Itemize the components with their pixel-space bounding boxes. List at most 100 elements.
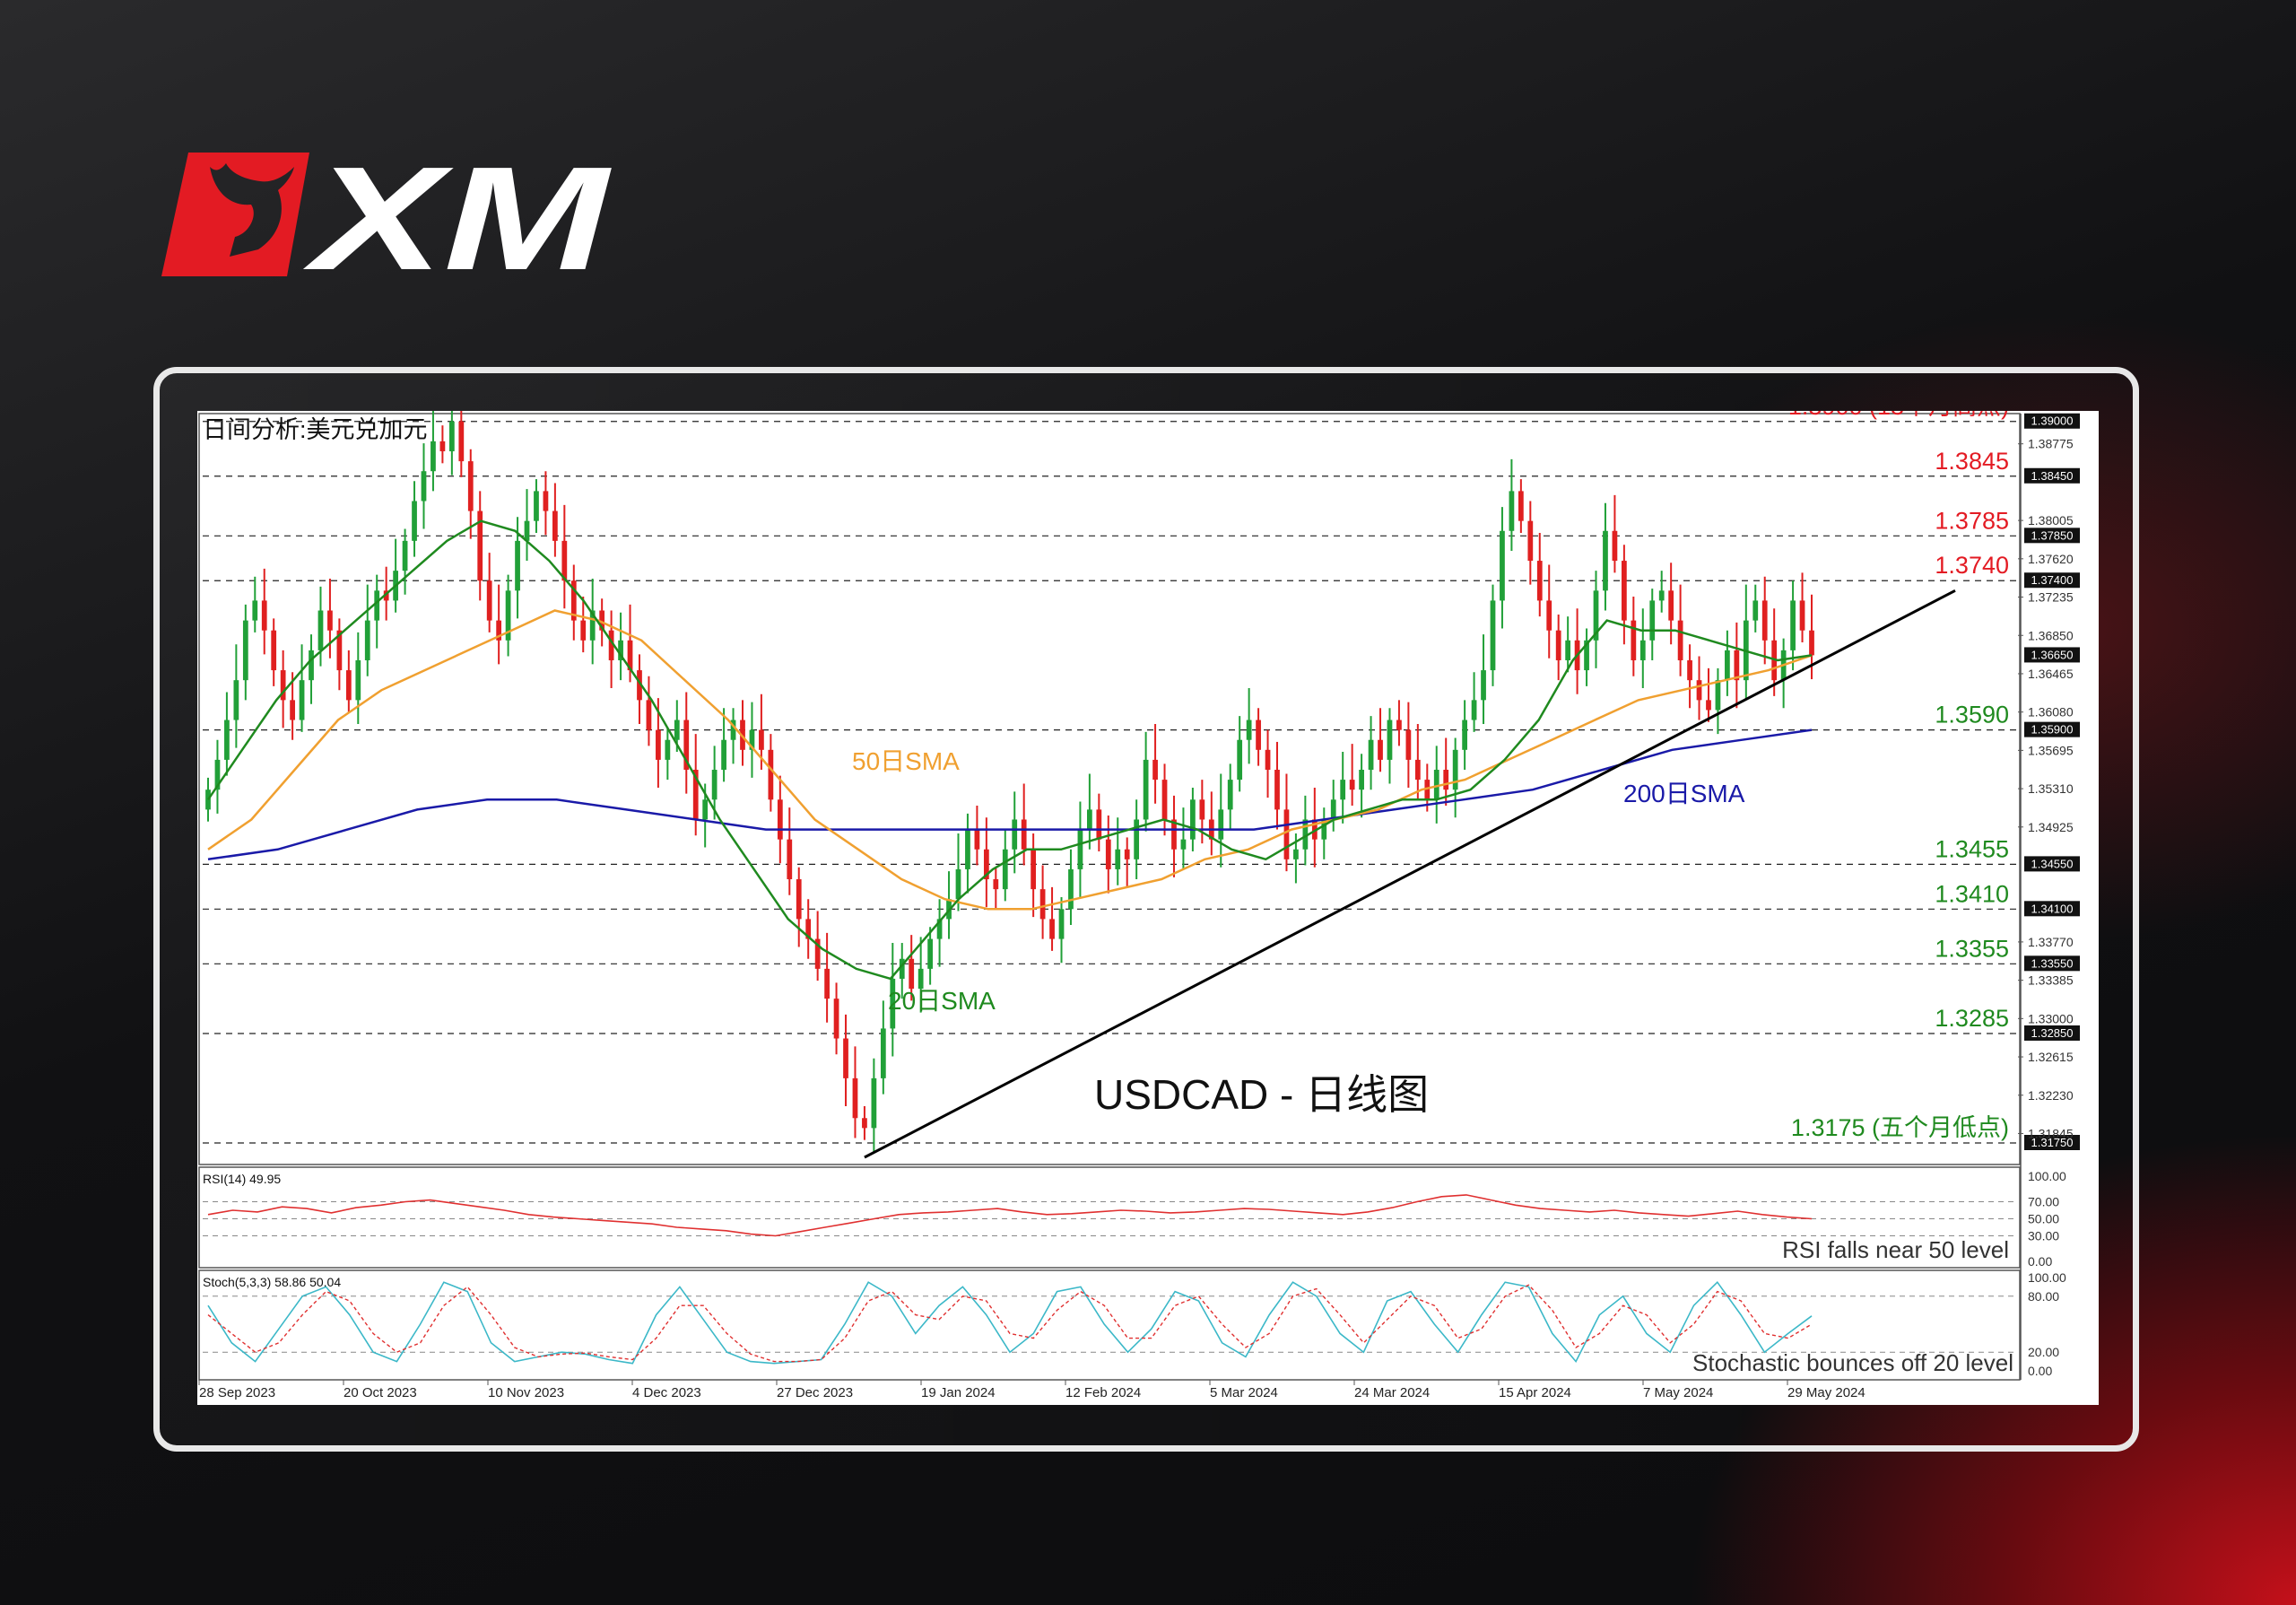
candle-body-110 <box>1237 739 1243 781</box>
candle-body-103 <box>1171 819 1177 850</box>
candle-body-162 <box>1725 650 1730 681</box>
candle-body-155 <box>1658 590 1665 601</box>
trendline <box>864 589 1956 1159</box>
candle-body-21 <box>402 540 408 571</box>
stoch-label: Stoch(5,3,3) 58.86 50.04 <box>203 1275 341 1289</box>
stoch-plot-border <box>198 1269 2021 1381</box>
price-tick-label-9: 1.35310 <box>2028 781 2074 796</box>
price-tick-label-3: 1.37620 <box>2028 552 2074 566</box>
candle-body-119 <box>1321 819 1327 840</box>
candle-body-54 <box>711 770 718 800</box>
candle-body-113 <box>1265 749 1271 771</box>
candle-body-120 <box>1330 799 1336 820</box>
rsi-tick-3: 30.00 <box>2028 1229 2059 1243</box>
candle-body-98 <box>1124 849 1130 859</box>
candle-body-59 <box>759 729 764 750</box>
rsi-plot-border <box>198 1166 2021 1269</box>
candle-body-85 <box>1002 849 1008 890</box>
candle-body-129 <box>1414 759 1421 781</box>
candle-body-133 <box>1452 749 1458 790</box>
candle-body-52 <box>692 770 699 820</box>
candle-body-32 <box>505 590 511 641</box>
candle-body-53 <box>702 799 709 820</box>
candle-body-39 <box>570 580 577 621</box>
candle-body-109 <box>1227 780 1233 810</box>
candle-body-144 <box>1555 630 1561 660</box>
price-tag-9: 1.31750 <box>2031 1136 2074 1149</box>
price-tag-bg-4 <box>2024 721 2080 737</box>
candle-body-31 <box>496 620 502 641</box>
candle-body-69 <box>852 1077 858 1119</box>
candle-body-92 <box>1068 868 1074 910</box>
candle-body-12 <box>317 610 324 650</box>
candle-body-117 <box>1302 819 1309 850</box>
candle-body-87 <box>1021 819 1027 850</box>
level-label-3: 1.3740 <box>1935 552 2009 579</box>
price-tag-bg-9 <box>2024 1135 2080 1150</box>
price-tick-label-6: 1.36465 <box>2028 667 2074 681</box>
x-tick-label-7: 5 Mar 2024 <box>1210 1385 1278 1400</box>
price-tag-bg-6 <box>2024 901 2080 917</box>
candle-body-143 <box>1546 600 1552 631</box>
price-tag-1: 1.38450 <box>2031 469 2074 483</box>
candle-body-140 <box>1518 491 1524 521</box>
candle-body-43 <box>608 630 614 660</box>
candle-body-115 <box>1283 809 1290 859</box>
candle-body-130 <box>1424 780 1431 800</box>
price-tick-label-7: 1.36080 <box>2028 705 2074 720</box>
candle-body-4 <box>242 620 248 681</box>
candle-body-30 <box>486 580 492 621</box>
candle-body-134 <box>1462 720 1467 750</box>
current-price-tag-bg <box>2024 647 2080 663</box>
candle-body-78 <box>936 919 943 939</box>
candle-body-127 <box>1396 720 1402 730</box>
candle-body-88 <box>1031 849 1037 890</box>
candle-body-160 <box>1706 700 1711 711</box>
stoch-k-line <box>207 1280 1813 1365</box>
candle-body-18 <box>374 590 380 621</box>
rsi-tick-0: 100.00 <box>2028 1169 2066 1183</box>
sma20-line <box>206 519 1813 981</box>
candle-body-95 <box>1096 809 1102 840</box>
price-tag-bg-1 <box>2024 467 2080 484</box>
candle-body-128 <box>1405 729 1412 760</box>
sma200-label: 200日SMA <box>1623 780 1745 807</box>
candle-body-135 <box>1471 700 1477 720</box>
candle-body-55 <box>721 739 726 771</box>
candle-body-56 <box>730 720 736 740</box>
candle-body-156 <box>1668 590 1674 621</box>
usdcad-daily-chart: 1.39000 1.38450 1.37850 1.37400 1.35900 1.345… <box>198 411 2080 1400</box>
candle-body-34 <box>524 520 530 541</box>
candle-body-86 <box>1012 819 1018 850</box>
candle-body-44 <box>618 640 623 660</box>
candle-body-80 <box>955 868 961 900</box>
current-price-tag: 1.36650 <box>2031 648 2074 661</box>
candle-body-36 <box>543 491 549 511</box>
candle-body-163 <box>1734 650 1740 681</box>
candle-body-8 <box>280 670 286 701</box>
candle-body-7 <box>271 630 277 671</box>
price-tick-label-1: 1.38775 <box>2028 437 2074 451</box>
rsi-note: RSI falls near 50 level <box>1782 1236 2009 1263</box>
rsi-tick-1: 70.00 <box>2028 1195 2059 1209</box>
candle-body-81 <box>965 829 970 869</box>
price-tick-label-0: 1.39160 <box>2028 411 2074 413</box>
candle-body-102 <box>1161 780 1168 820</box>
level-label-0: 1.3900 (13个月高点) <box>1788 411 2009 420</box>
candle-body-38 <box>561 540 568 581</box>
price-tick-label-15: 1.32230 <box>2028 1088 2074 1103</box>
candle-body-51 <box>683 720 690 771</box>
candle-body-136 <box>1481 670 1486 701</box>
price-tag-0: 1.39000 <box>2031 414 2074 428</box>
candle-body-67 <box>833 999 839 1039</box>
x-tick-label-4: 27 Dec 2023 <box>777 1385 853 1400</box>
x-tick-label-5: 19 Jan 2024 <box>921 1385 996 1400</box>
candle-body-147 <box>1584 640 1589 671</box>
candle-body-48 <box>656 729 661 760</box>
candle-body-137 <box>1490 600 1496 671</box>
candle-body-122 <box>1349 780 1355 790</box>
candle-body-35 <box>534 491 539 521</box>
candle-body-6 <box>261 600 267 631</box>
candle-body-70 <box>862 1118 867 1129</box>
candle-body-99 <box>1134 819 1140 859</box>
